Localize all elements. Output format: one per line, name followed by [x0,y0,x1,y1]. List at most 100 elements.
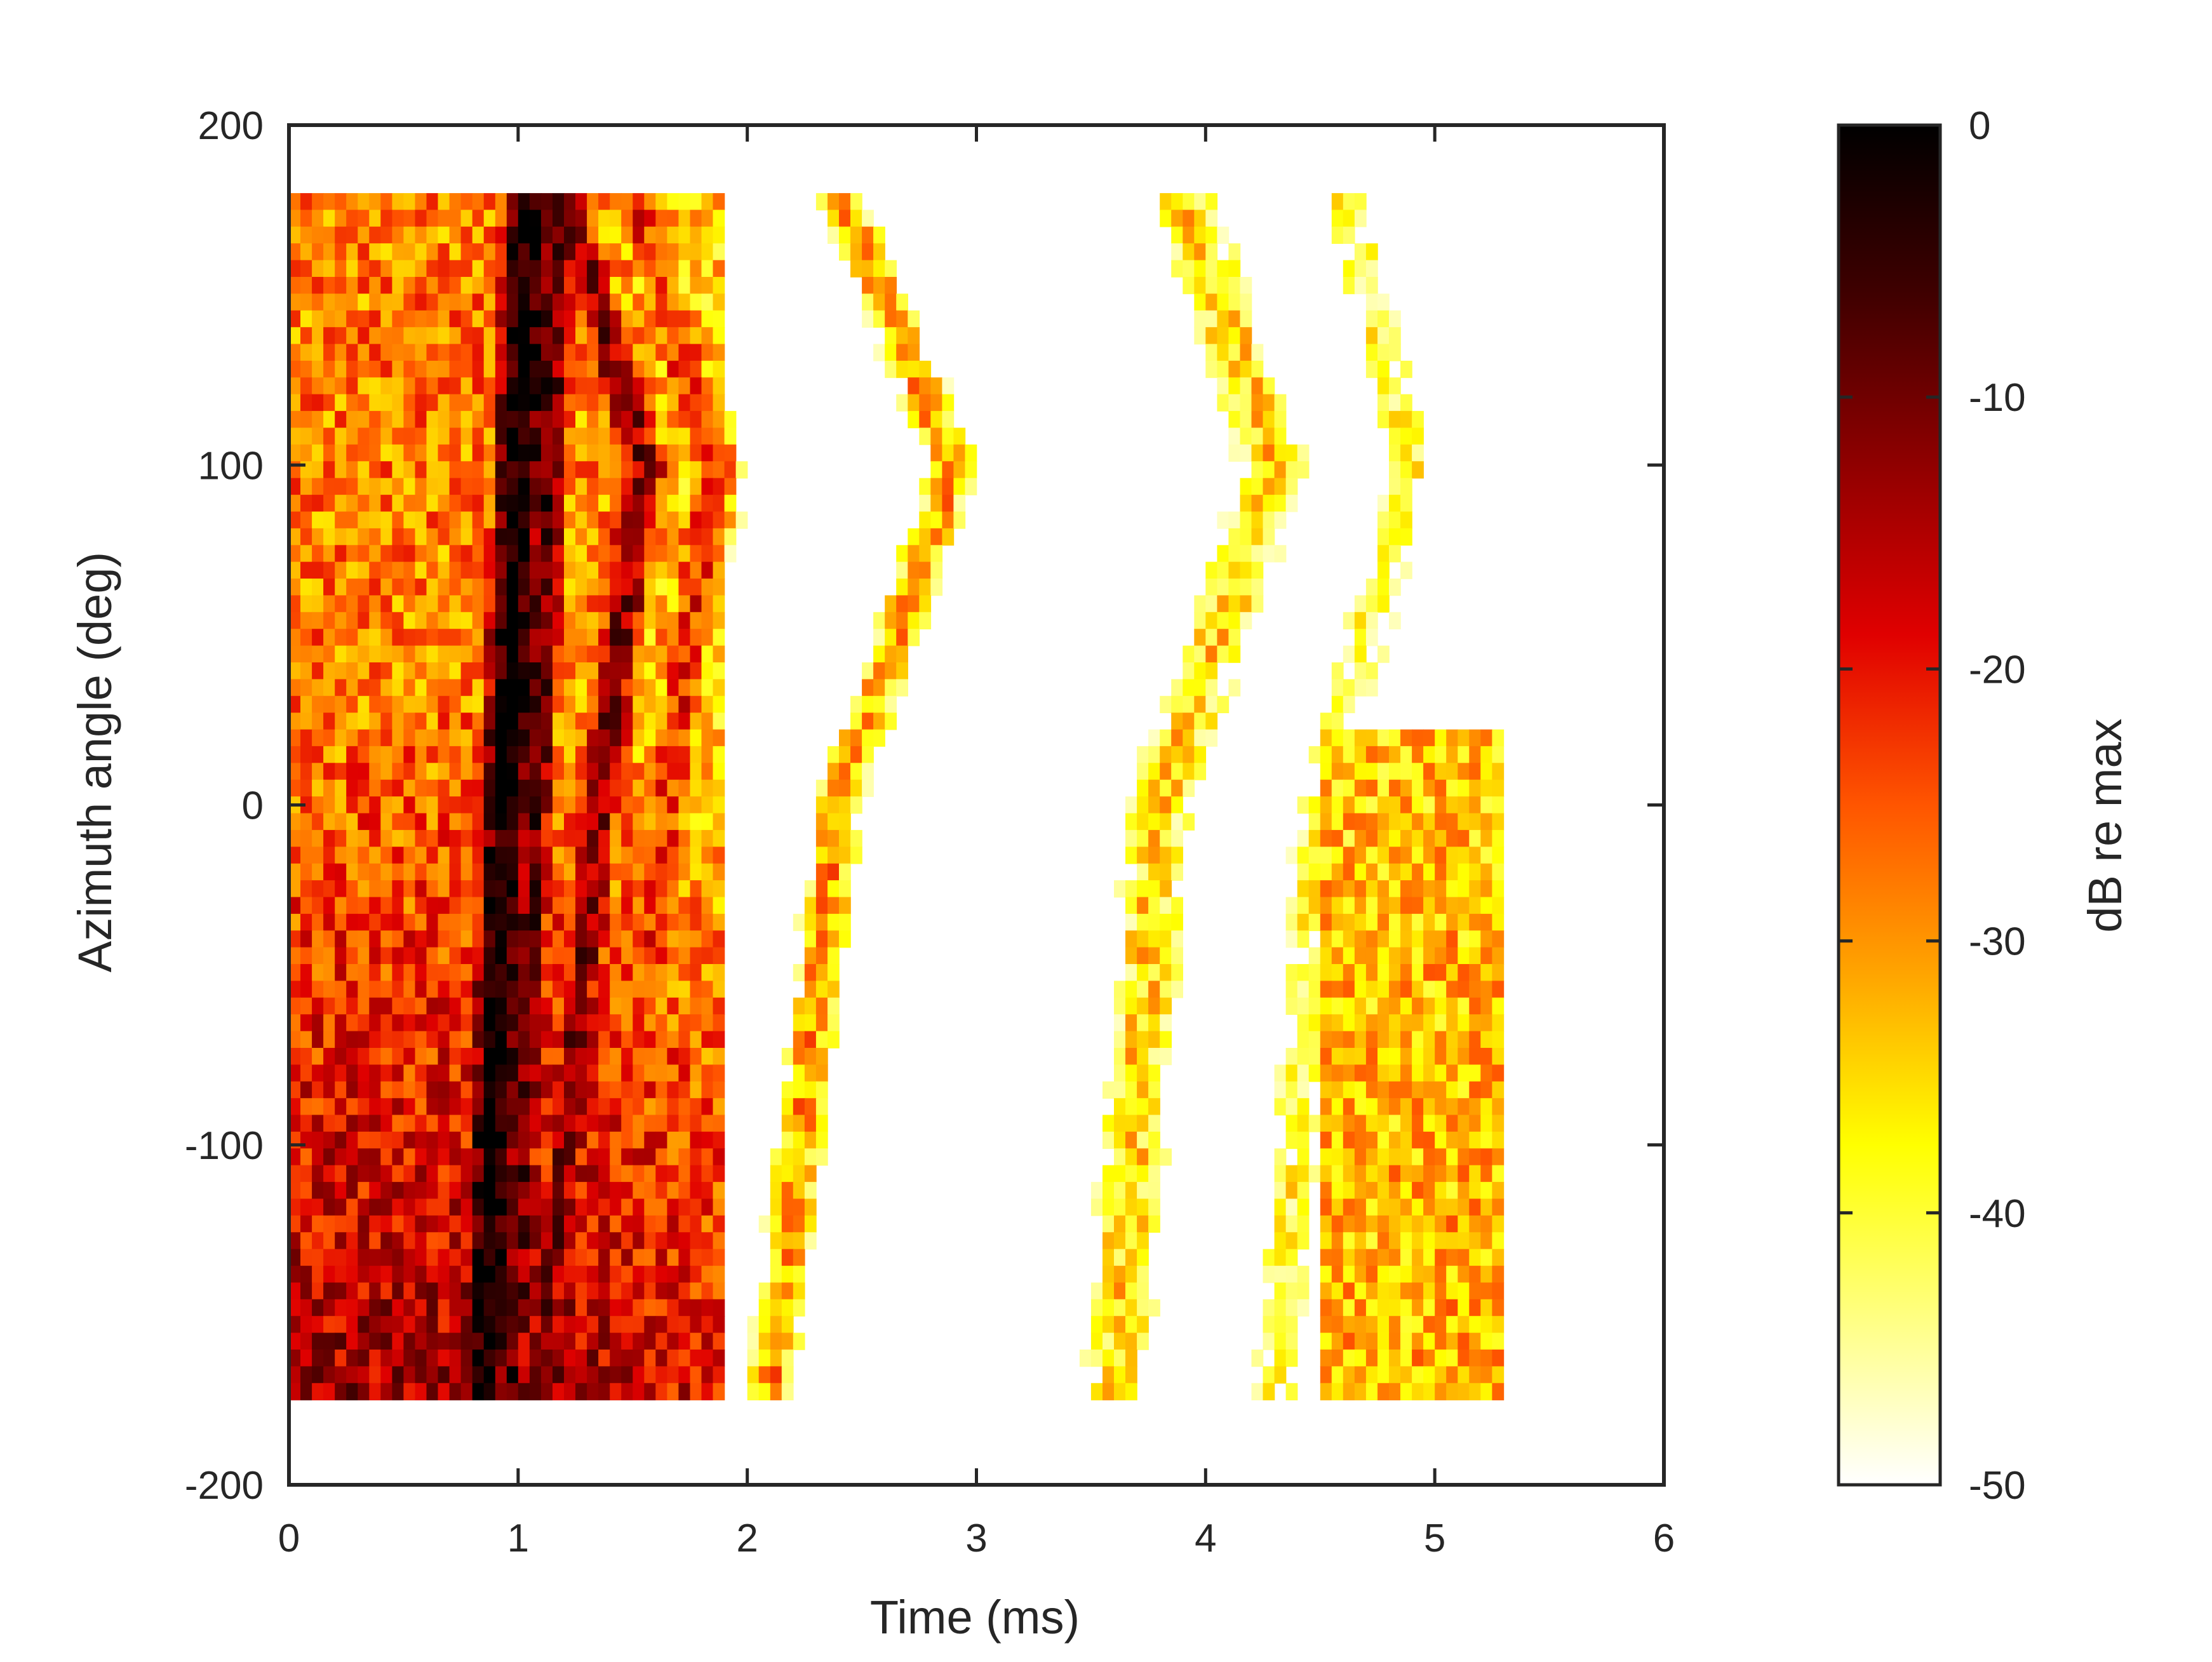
heatmap-cell [312,1249,324,1266]
heatmap-cell [1194,260,1207,278]
heatmap-cell [312,1165,324,1183]
heatmap-cell [655,897,668,915]
heatmap-cell [564,1383,576,1400]
heatmap-cell [781,1282,794,1300]
heatmap-cell [1320,1198,1332,1216]
heatmap-cell [1365,997,1378,1015]
heatmap-cell [392,277,405,295]
heatmap-cell [438,1366,450,1384]
heatmap-cell [495,1031,507,1049]
heatmap-cell [358,1031,370,1049]
heatmap-cell [781,1332,794,1350]
heatmap-cell [483,964,496,982]
heatmap-cell [495,277,507,295]
heatmap-cell [1137,880,1149,898]
heatmap-cell [506,1115,519,1132]
heatmap-cell [587,1299,599,1317]
heatmap-cell [426,1249,439,1266]
heatmap-cell [1400,1316,1412,1334]
heatmap-cell [1331,997,1344,1015]
heatmap-cell [655,629,668,647]
heatmap-cell [1205,695,1218,713]
heatmap-cell [1274,1148,1287,1166]
heatmap-cell [529,310,542,328]
heatmap-cell [438,595,450,613]
heatmap-cell [369,561,382,579]
heatmap-cell [621,394,633,412]
heatmap-cell [369,1115,382,1132]
heatmap-cell [1228,579,1241,596]
heatmap-cell [690,561,702,579]
heatmap-cell [713,1014,725,1032]
heatmap-cell [438,528,450,546]
heatmap-cell [300,1098,312,1116]
heatmap-cell [553,1366,565,1384]
heatmap-cell [908,344,920,361]
heatmap-cell [564,729,576,747]
heatmap-cell [553,310,565,328]
heatmap-cell [1331,863,1344,881]
heatmap-cell [438,779,450,797]
heatmap-cell [885,293,897,311]
heatmap-cell [495,947,507,965]
heatmap-cell [369,1165,382,1183]
heatmap-cell [312,243,324,261]
heatmap-cell [369,779,382,797]
heatmap-cell [598,427,610,445]
heatmap-cell [1228,511,1241,529]
heatmap-cell [1137,863,1149,881]
heatmap-cell [403,226,416,244]
heatmap-cell [1331,695,1344,713]
heatmap-cell [896,679,908,697]
heatmap-cell [862,763,874,781]
heatmap-cell [540,1148,553,1166]
heatmap-cell [403,293,416,311]
heatmap-cell [621,1316,633,1334]
heatmap-cell [358,528,370,546]
heatmap-cell [460,763,473,781]
heatmap-cell [896,629,908,647]
heatmap-cell [575,193,587,211]
heatmap-cell [518,444,530,462]
heatmap-cell [300,1282,312,1300]
heatmap-cell [667,293,680,311]
heatmap-cell [1090,1383,1103,1400]
heatmap-cell [358,813,370,831]
heatmap-cell [598,997,610,1015]
heatmap-cell [438,1266,450,1283]
heatmap-cell [621,1249,633,1266]
heatmap-cell [1148,1148,1160,1166]
heatmap-cell [587,579,599,596]
heatmap-cell [930,394,943,412]
heatmap-cell [1228,645,1241,663]
heatmap-cell [655,1266,668,1283]
heatmap-cell [335,746,347,764]
heatmap-cell [587,1081,599,1099]
heatmap-cell [335,277,347,295]
heatmap-cell [1400,427,1412,445]
heatmap-cell [460,796,473,814]
heatmap-cell [587,327,599,345]
heatmap-cell [1435,1350,1447,1367]
heatmap-cell [1365,947,1378,965]
heatmap-cell [1480,930,1493,948]
heatmap-cell [1400,1198,1412,1216]
heatmap-cell [1458,763,1470,781]
heatmap-cell [1194,277,1207,295]
heatmap-cell [426,226,439,244]
heatmap-cell [621,1165,633,1183]
heatmap-cell [426,411,439,429]
colorbar-tick-label: -30 [1969,920,2026,964]
heatmap-cell [483,193,496,211]
heatmap-cell [438,327,450,345]
heatmap-cell [655,1316,668,1334]
heatmap-cell [610,1165,622,1183]
heatmap-cell [644,880,657,898]
heatmap-cell [380,1148,393,1166]
heatmap-cell [1274,1299,1287,1317]
heatmap-cell [1217,595,1230,613]
heatmap-cell [335,1098,347,1116]
heatmap-cell [1492,1131,1505,1149]
heatmap-cell [1377,344,1390,361]
heatmap-cell [1492,1098,1505,1116]
